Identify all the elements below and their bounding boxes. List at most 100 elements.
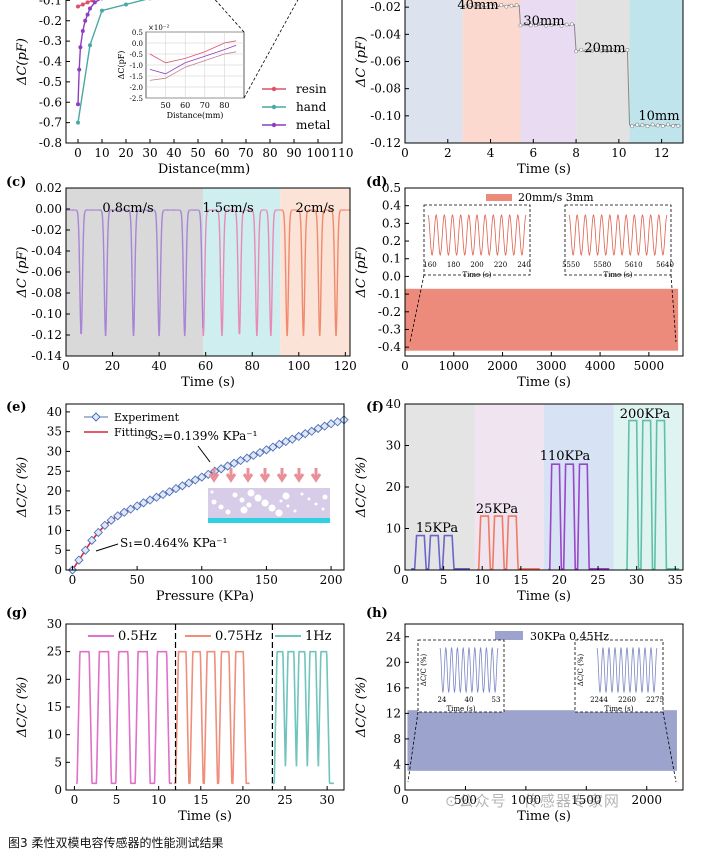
data-point [650,122,655,127]
y-tick-label: -0.8 [39,136,62,150]
pressure-arrow [293,468,305,483]
foam-pore [218,504,224,510]
x-tick-label: 25 [277,793,292,807]
data-point [584,49,589,53]
x-tick-label: 70 [238,146,253,160]
y-tick-label: 30 [386,439,401,453]
data-point [666,122,670,127]
data-point [113,511,123,521]
data-point [655,123,660,128]
zoom-connector [407,711,419,783]
data-point [216,464,226,474]
pressure-signal [411,534,470,570]
x-tick-label: 5000 [634,359,665,373]
data-point [604,48,609,53]
region-band [629,0,683,143]
pressure-annotation: 200KPa [620,407,671,422]
y-tick-label: 24 [386,630,402,644]
data-point [106,515,116,525]
x-tick-label: 10 [475,573,490,587]
data-point [610,47,614,52]
inset-x-tick-label: 5580 [593,261,611,269]
x-tick-label: 200 [320,573,343,587]
data-point-hand [100,8,104,13]
inset-x-tick-label: 5610 [625,261,643,269]
inset-y-label: ΔC/C (%) [577,654,585,687]
x-tick-label: 80 [262,146,277,160]
inset-series-metal [149,44,237,75]
x-tick-label: 10 [151,793,166,807]
x-tick-label: 0 [401,793,409,807]
y-tick-label: 0.00 [35,202,62,216]
y-tick-label: -0.06 [31,265,62,279]
y-tick-label: -0.4 [378,340,402,354]
data-point [274,439,284,449]
data-point [190,475,200,485]
x-tick-label: 4000 [585,359,616,373]
panel-letter: (e) [6,400,27,415]
data-point [523,21,528,26]
y-tick-label: 5 [54,755,62,769]
x-axis-label: Time (s) [178,809,232,824]
data-point [630,124,635,129]
y-tick-label: -0.7 [39,116,62,130]
inset-x-label: Time (s) [604,271,633,279]
data-point [197,472,207,482]
data-point [184,478,194,488]
x-tick-label: 40 [166,146,181,160]
foam-pore [232,492,238,498]
y-tick-label: -0.10 [370,109,401,123]
data-point [625,48,630,52]
y-tick-label: -0.5 [39,75,62,89]
legend-label: 1Hz [305,629,332,644]
y-tick-label: -0.12 [31,328,62,342]
pressure-arrow [242,468,254,483]
data-point [594,47,599,52]
data-point [229,458,239,468]
inset-x-tick-label: 40 [465,696,474,704]
legend-label: Experiment [114,411,180,424]
x-axis-label: Time (s) [517,375,571,390]
region-band [405,0,463,143]
data-point-resin [76,4,80,9]
inset-x-tick-label: 2260 [618,696,636,704]
zoom-connector [662,711,677,783]
foam-pore [279,499,283,503]
y-tick-label: 0.0 [382,269,401,283]
annotation-arrow [197,445,211,463]
y-tick-label: 12 [386,706,401,720]
pressure-arrow [225,468,237,483]
data-point [559,23,564,28]
data-point [599,49,604,54]
data-point [635,122,640,127]
data-point [494,4,498,8]
y-axis-label: ΔC (pF) [354,36,369,88]
data-point-metal [78,45,83,50]
foam-pore [322,494,328,500]
inset-frame [417,639,505,713]
pressure-signal [477,515,540,570]
data-point [533,23,538,28]
pressure-signal [548,463,610,570]
foam-pore [286,504,290,508]
inset-y-tick-label: -0.5 [130,51,144,59]
x-tick-label: 0 [69,573,77,587]
panel-letter: (f) [366,400,384,415]
data-point-metal [85,12,90,17]
series-line-hand [77,0,147,123]
data-point [80,545,91,555]
x-tick-label: 50 [129,573,144,587]
inset-x-tick-label: 50 [161,101,171,110]
y-tick-label: -0.06 [370,55,401,69]
x-tick-label: 10 [94,146,109,160]
x-axis-label: Time (s) [517,589,571,604]
data-point [313,423,323,434]
y-tick-label: -0.3 [39,34,62,48]
region-band [613,404,683,570]
y-tick-label: -0.14 [31,349,62,363]
inset-x-tick-label: 53 [492,696,501,704]
y-tick-label: -0.3 [378,322,401,336]
data-point [300,429,310,439]
inset-x-tick-label: 70 [200,101,210,110]
data-point [294,431,304,442]
